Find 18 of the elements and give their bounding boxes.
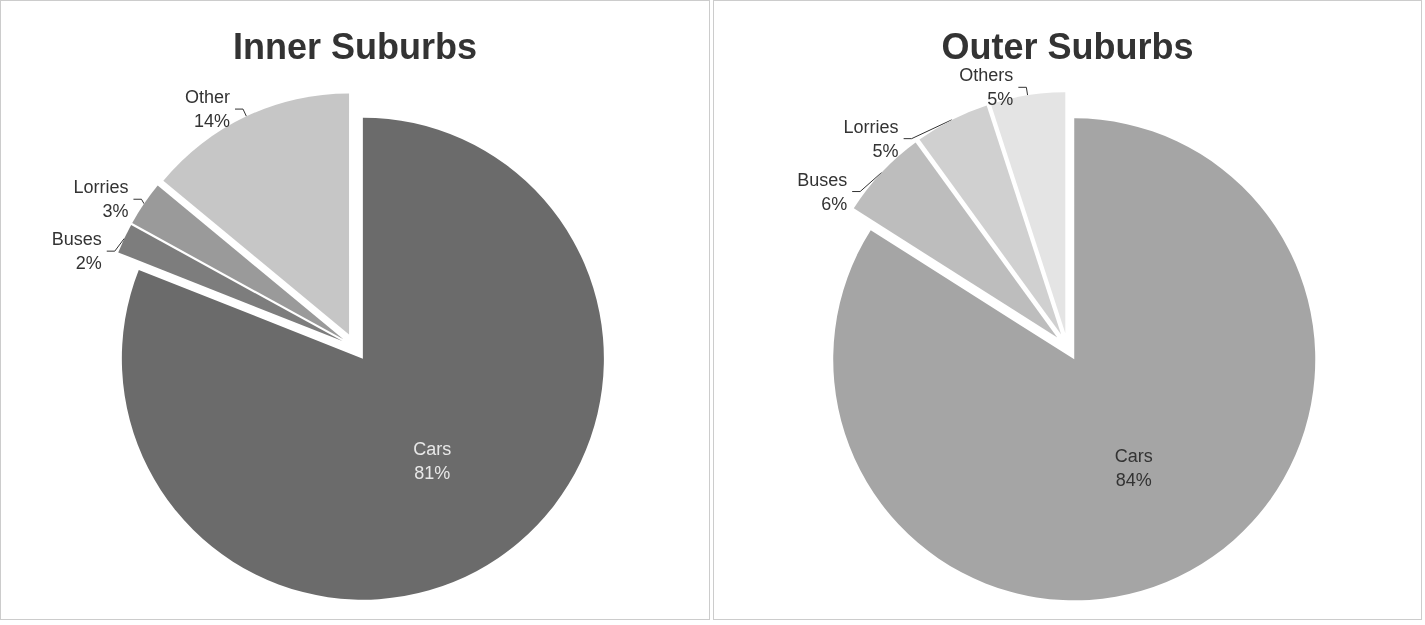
data-label: 6%: [821, 193, 848, 214]
data-label: 84%: [1115, 469, 1152, 490]
data-label: 14%: [193, 111, 231, 132]
data-label: 3%: [102, 201, 129, 222]
slice-label: Cars: [1114, 445, 1153, 466]
data-label: 5%: [872, 140, 899, 161]
slice-label: Buses: [51, 229, 102, 250]
slice-label: Buses: [797, 169, 848, 190]
slice-label: Other: [184, 87, 231, 108]
data-label: 5%: [987, 89, 1014, 110]
slice-label: Lorries: [73, 177, 129, 198]
chart-title: Inner Suburbs: [232, 25, 478, 67]
chart-title: Outer Suburbs: [941, 25, 1194, 67]
slice-label: Others: [959, 65, 1014, 86]
data-label: 2%: [75, 253, 102, 274]
slice-label: Cars: [413, 438, 452, 459]
slice-label: Lorries: [843, 116, 899, 137]
data-label: 81%: [414, 462, 451, 483]
